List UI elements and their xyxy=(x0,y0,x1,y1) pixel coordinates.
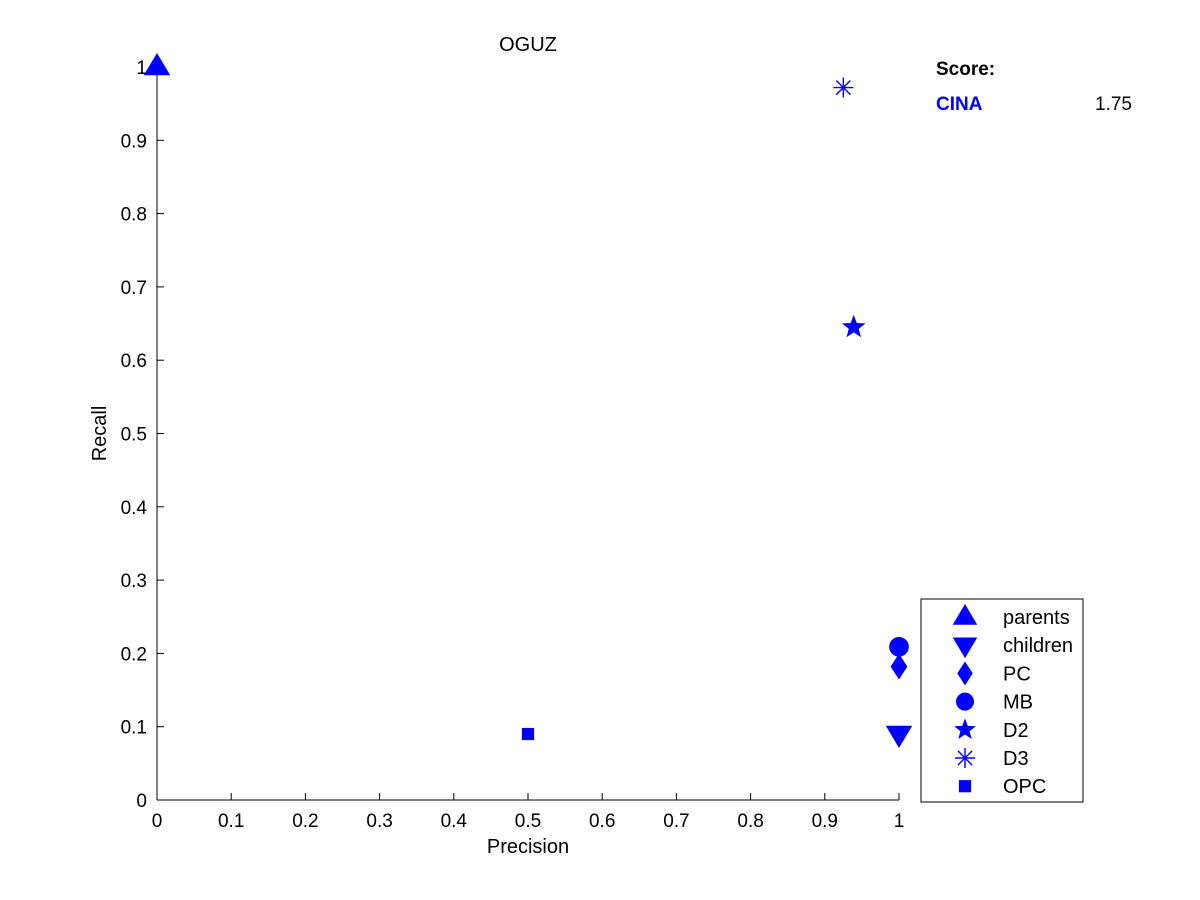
x-tick-label: 0.9 xyxy=(812,811,838,832)
y-axis-label: Recall xyxy=(89,406,111,462)
y-tick-label: 0.1 xyxy=(121,718,147,739)
x-tick-label: 0.8 xyxy=(737,811,763,832)
y-tick-label: 0.4 xyxy=(121,498,148,519)
score-value: 1.75 xyxy=(1095,94,1132,115)
x-tick-label: 0.5 xyxy=(515,811,541,832)
y-tick-label: 1 xyxy=(136,58,147,79)
x-tick-label: 0.1 xyxy=(218,811,244,832)
y-tick-label: 0.8 xyxy=(121,205,147,226)
point-opc xyxy=(521,727,535,741)
x-tick-label: 0.3 xyxy=(366,811,392,832)
score-name: CINA xyxy=(936,94,983,115)
legend-label-mb: MB xyxy=(1003,692,1033,714)
legend-marker-parents xyxy=(952,604,978,625)
legend-label-children: children xyxy=(1003,635,1073,657)
y-tick-label: 0.3 xyxy=(121,571,147,592)
legend-label-parents: parents xyxy=(1003,607,1070,629)
x-tick-label: 0.6 xyxy=(589,811,615,832)
point-parents xyxy=(143,53,171,76)
legend-label-d2: D2 xyxy=(1003,720,1029,742)
x-tick-label: 0.4 xyxy=(441,811,468,832)
score-annotation: Score: CINA 1.75 xyxy=(936,59,1132,115)
x-tick-label: 0.7 xyxy=(663,811,689,832)
y-tick-label: 0.5 xyxy=(121,425,147,446)
y-tick-label: 0.2 xyxy=(121,644,147,665)
legend-label-pc: PC xyxy=(1003,663,1031,685)
y-tick-label: 0.7 xyxy=(121,278,147,299)
x-tick-label: 0.2 xyxy=(292,811,318,832)
data-points xyxy=(143,53,913,749)
point-pc xyxy=(890,653,908,680)
legend-label-opc: OPC xyxy=(1003,776,1046,798)
legend-marker-children xyxy=(952,637,978,659)
legend-box xyxy=(920,598,1084,803)
y-tick-label: 0.6 xyxy=(121,351,147,372)
legend-marker-opc xyxy=(958,780,972,793)
point-children xyxy=(885,725,913,749)
legend-marker-pc xyxy=(957,661,973,686)
x-tick-label: 0 xyxy=(152,811,163,832)
y-tick-label: 0 xyxy=(136,791,147,812)
point-mb xyxy=(889,636,909,657)
x-tick-label: 1 xyxy=(894,811,905,832)
y-tick-label: 0.9 xyxy=(121,131,147,152)
score-heading: Score: xyxy=(936,59,995,80)
legend-marker-d2 xyxy=(954,718,976,740)
tick-labels: 0 0.1 0.2 0.3 0.4 0.5 0.6 0.7 0.8 0.9 1 0 0.1 0.2 0.3 0… xyxy=(121,58,905,832)
point-d2 xyxy=(841,314,866,338)
legend: parents children PC MB D2 D3 OPC xyxy=(920,598,1084,803)
legend-marker-mb xyxy=(956,692,974,711)
legend-label-d3: D3 xyxy=(1003,748,1029,770)
x-axis-label: Precision xyxy=(487,836,569,858)
point-d3 xyxy=(833,77,854,98)
axes xyxy=(156,67,899,801)
legend-marker-d3 xyxy=(955,748,975,768)
chart-title: OGUZ xyxy=(499,34,557,56)
